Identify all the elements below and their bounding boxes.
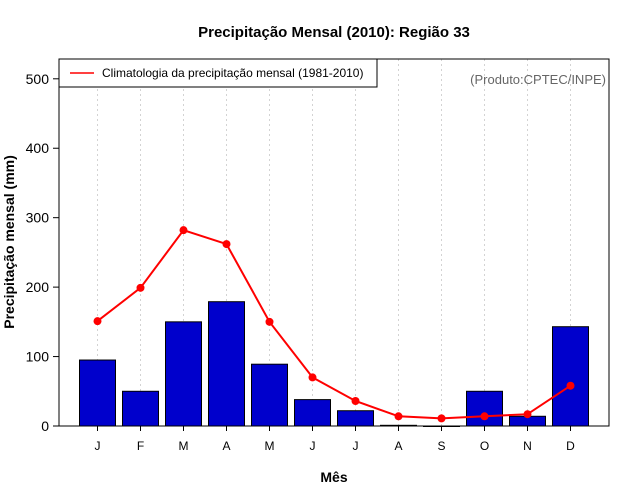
x-tick-label: D	[566, 439, 575, 453]
x-tick-label: F	[137, 439, 144, 453]
legend-label: Climatologia da precipitação mensal (198…	[102, 66, 363, 80]
y-axis-label: Precipitação mensal (mm)	[1, 155, 17, 329]
x-tick-label: J	[353, 439, 359, 453]
bar-f-1	[122, 390, 159, 427]
climatology-point-10	[523, 410, 532, 419]
climatology-point-3	[222, 240, 231, 249]
x-tick-label: A	[222, 439, 230, 453]
bar-a-3	[208, 301, 245, 427]
x-tick-label: N	[523, 439, 532, 453]
climatology-point-6	[351, 397, 360, 406]
y-axis: 0 100 200 300 400 500	[26, 71, 59, 434]
bars-group	[79, 301, 589, 427]
climatology-point-1	[136, 283, 145, 292]
x-tick-label: A	[394, 439, 402, 453]
chart-title: Precipitação Mensal (2010): Região 33	[198, 24, 470, 41]
y-tick-label: 200	[26, 279, 50, 295]
climatology-point-11	[566, 381, 575, 390]
x-tick-label: S	[437, 439, 445, 453]
x-tick-label: M	[265, 439, 275, 453]
x-tick-label: J	[95, 439, 101, 453]
y-tick-label: 100	[26, 349, 50, 365]
climatology-point-2	[179, 226, 188, 235]
x-axis-label: Mês	[320, 469, 347, 485]
y-tick-label: 300	[26, 210, 50, 226]
climatology-point-0	[93, 317, 102, 326]
x-tick-label: M	[179, 439, 189, 453]
x-tick-label: O	[480, 439, 489, 453]
legend-box	[58, 58, 378, 88]
climatology-point-7	[394, 412, 403, 421]
x-tick-label: J	[310, 439, 316, 453]
bar-o-9	[466, 390, 503, 427]
bar-m-4	[251, 363, 288, 427]
bar-d-11	[552, 326, 589, 427]
y-tick-label: 0	[41, 418, 49, 434]
bar-j-5	[294, 399, 331, 427]
climatology-line	[96, 229, 572, 420]
climatology-point-9	[480, 412, 489, 421]
y-tick-label: 400	[26, 140, 50, 156]
product-credit: (Produto:CPTEC/INPE)	[470, 72, 606, 87]
bar-j-6	[337, 410, 374, 427]
climatology-point-5	[308, 373, 317, 382]
climatology-point-8	[437, 414, 446, 423]
climatology-point-4	[265, 317, 274, 326]
y-tick-label: 500	[26, 71, 50, 87]
plot-frame	[58, 58, 610, 427]
climatology-line-group	[93, 226, 575, 423]
legend: Climatologia da precipitação mensal (198…	[58, 58, 378, 88]
bar-m-2	[165, 321, 202, 427]
bar-j-0	[79, 359, 116, 427]
